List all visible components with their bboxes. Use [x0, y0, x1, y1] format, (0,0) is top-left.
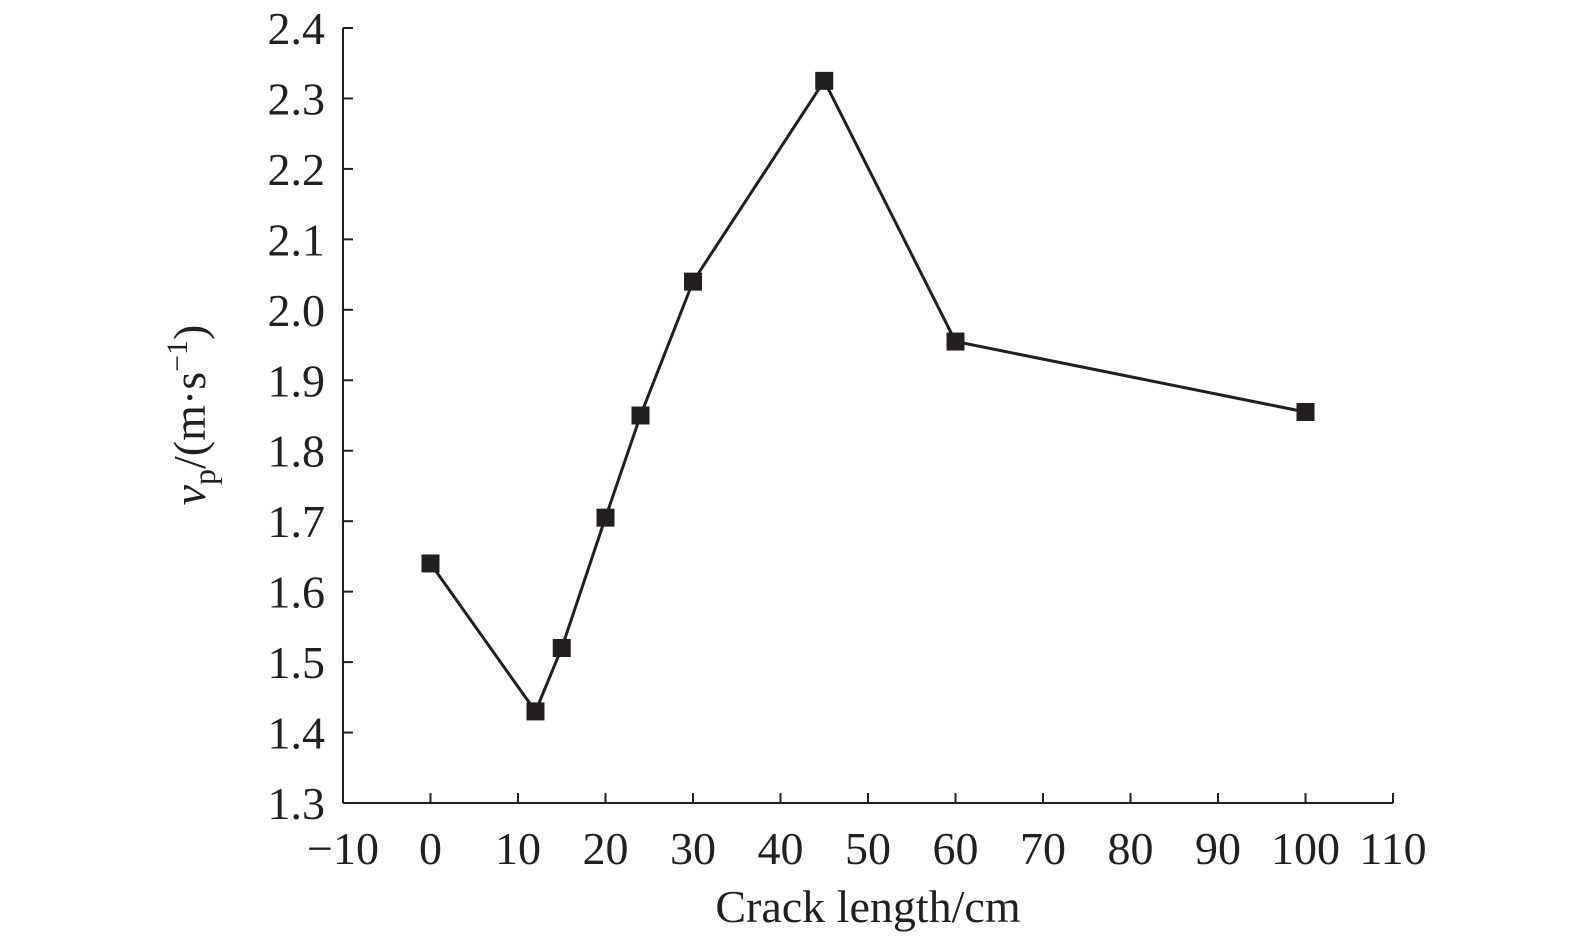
x-tick-label: −10 [307, 823, 379, 874]
y-tick-label: 1.3 [268, 778, 326, 829]
marker [421, 554, 440, 573]
x-tick-label: 110 [1359, 823, 1426, 874]
x-tick-label: 50 [845, 823, 891, 874]
y-label-part: p [186, 469, 222, 485]
x-tick-label: 30 [670, 823, 716, 874]
marker [815, 71, 834, 90]
y-tick-label: 1.6 [268, 567, 326, 618]
x-tick-label: 70 [1020, 823, 1066, 874]
y-axis-label: vp/(m·s−1) [161, 325, 222, 506]
y-tick-label: 1.9 [268, 355, 326, 406]
x-tick-label: 0 [419, 823, 442, 874]
marker [526, 702, 545, 721]
x-tick-label: 40 [758, 823, 804, 874]
x-tick-label: 100 [1271, 823, 1340, 874]
y-tick-label: 1.4 [268, 708, 326, 759]
x-tick-label: 80 [1108, 823, 1154, 874]
y-tick-label: 2.1 [268, 214, 326, 265]
line [429, 77, 1306, 715]
marker [946, 332, 965, 351]
marker [596, 508, 615, 527]
y-tick-label: 1.7 [268, 496, 326, 547]
marker [684, 272, 702, 291]
y-tick-label: 2.0 [268, 285, 326, 336]
x-tick-label: 20 [583, 823, 629, 874]
y-tick-label: 2.3 [268, 73, 326, 124]
y-tick-label: 1.5 [268, 637, 326, 688]
marker [1296, 402, 1315, 421]
y-label-part: ) [164, 325, 215, 340]
marker [631, 406, 650, 425]
y-tick-label: 1.8 [268, 426, 326, 477]
x-tick-label: 10 [495, 823, 541, 874]
y-label-part: −1 [161, 340, 194, 372]
marker [552, 639, 571, 657]
x-tick-label: 60 [933, 823, 979, 874]
y-tick-label: 2.4 [268, 3, 326, 54]
y-label-part: /(m·s [164, 372, 215, 469]
x-axis-label: Crack length/cm [715, 881, 1021, 932]
x-tick-label: 90 [1195, 823, 1241, 874]
y-tick-label: 2.2 [268, 144, 326, 195]
y-label-part: v [164, 484, 215, 505]
